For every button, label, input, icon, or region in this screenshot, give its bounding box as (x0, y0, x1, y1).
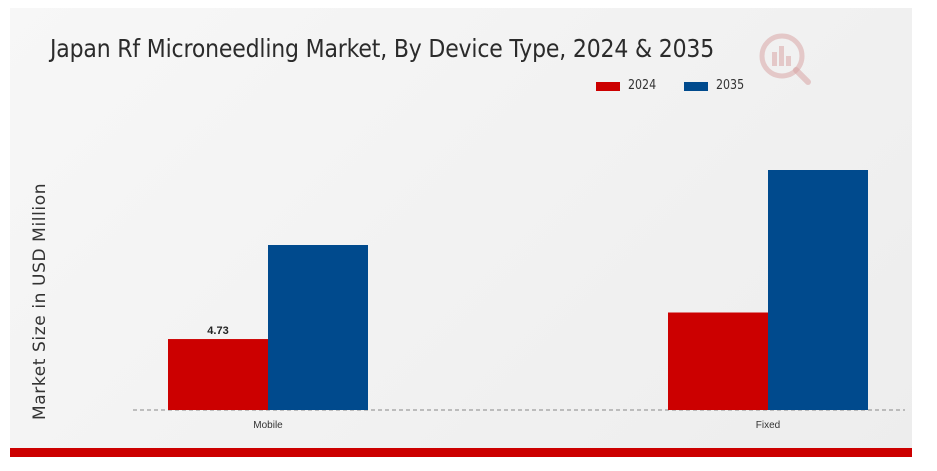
data-label-mobile-2024: 4.73 (207, 325, 228, 337)
bar-mobile-2035 (268, 245, 368, 410)
chart-title: Japan Rf Microneedling Market, By Device… (50, 34, 715, 63)
accent-bottom-bar (10, 448, 912, 457)
bar-mobile-2024 (168, 339, 268, 410)
legend-label-2035: 2035 (716, 78, 745, 93)
x-tick-label-mobile: Mobile (253, 420, 283, 431)
market-research-logo-icon (758, 30, 812, 86)
legend-label-2024: 2024 (628, 78, 657, 93)
bar-fixed-2024 (668, 312, 768, 410)
legend-swatch-2035 (684, 82, 708, 91)
legend-swatch-2024 (596, 82, 620, 91)
x-tick-label-fixed: Fixed (756, 420, 780, 431)
bar-fixed-2035 (768, 170, 868, 410)
